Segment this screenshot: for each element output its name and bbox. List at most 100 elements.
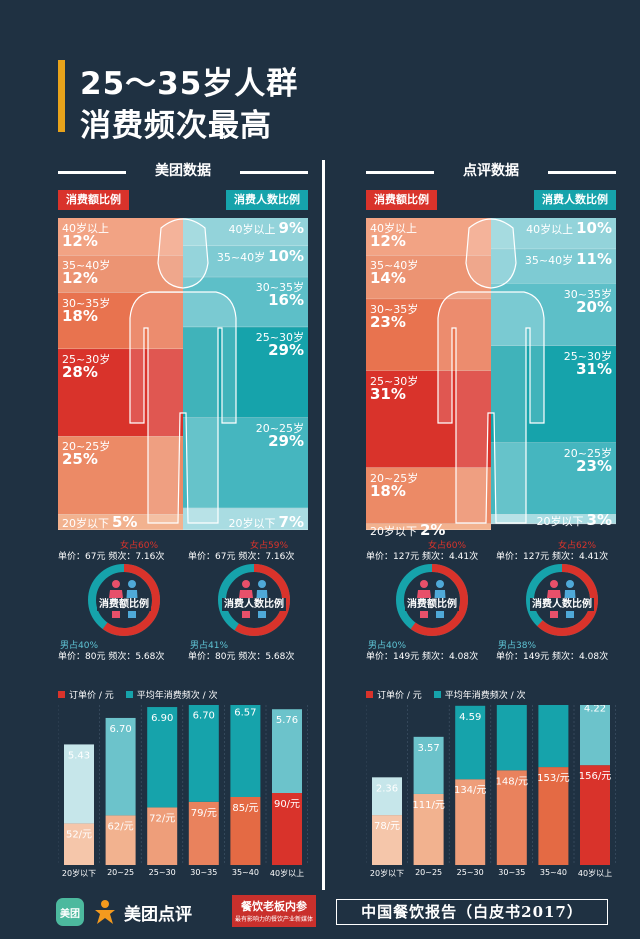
dianping-person-icon [95,900,115,924]
age-label: 30~35岁 [62,296,111,310]
meituan-logo: 美团 [56,897,84,927]
consume-value: 18% [62,306,98,325]
price-label: 52/元 [66,829,92,840]
category-label: 20岁以下 [61,869,97,878]
consume-seg-3 [58,349,183,437]
freq-bar [496,690,527,771]
price-label: 79/元 [191,808,217,819]
male-detail: 单价：80元 频次：5.68次 [58,652,165,662]
badge-subtitle: 最有影响力的餐饮产业新媒体 [234,916,313,923]
age-label: 20岁以下 [370,524,417,538]
person-body [129,291,237,524]
ring-caption: 消费额比例 [86,595,162,611]
legend-label-freq: 平均年消费频次 / 次 [136,691,218,701]
legend-swatch-freq [433,691,441,698]
consume-seg-label: 20岁以下 5% [62,515,137,531]
header-line-left [58,171,126,174]
freq-bar [580,697,610,766]
age-stack-svg [366,218,616,531]
category-label: 25~30 [456,868,484,877]
age-label: 20~25岁 [255,421,304,435]
gender-ring: 消费额比例 [86,562,162,638]
people-seg-3 [183,327,308,418]
consume-value: 12% [370,232,406,250]
freq-bar [105,717,136,816]
price-label: 153/元 [537,773,569,784]
legend-label-price: 订单价 / 元 [377,691,422,701]
male-detail: 单价：149元 频次：4.08次 [496,652,609,662]
people-seg-3 [491,345,616,443]
meituan-square-logo: 美团 [56,898,84,926]
page-title-line1: 25～35岁人群 [80,66,299,102]
female-arc [526,564,598,636]
age-label: 40岁以上 [526,223,574,236]
dianping-name: 美团点评 [124,904,192,925]
price-bar [64,823,94,865]
ring-caption: 消费人数比例 [216,595,292,611]
chart-legend: 订单价 / 元 平均年消费频次 / 次 [58,688,218,701]
freq-bar [230,701,261,797]
people-seg-1 [183,246,308,278]
consume-value: 12% [62,232,98,250]
ring-caption-text: 消费额比例 [405,598,459,611]
people-seg-label: 30~35岁 16% [256,281,304,308]
title-accent-bar [58,60,65,132]
age-label: 20岁以下 [62,517,109,530]
people-seg-2 [491,283,616,346]
price-bar [538,767,569,865]
consume-seg-0 [58,218,183,256]
price-label: 78/元 [374,821,400,832]
people-seg-4 [491,442,616,515]
consume-seg-2 [58,292,183,350]
consume-value: 25% [62,450,98,469]
freq-bar [188,704,219,802]
gender-ring: 消费人数比例 [216,562,292,638]
female-detail: 单价：127元 频次：4.41次 [496,552,609,562]
people-seg-label: 40岁以上 10% [526,221,612,237]
freq-bar [538,689,569,768]
header-line-left [366,171,434,174]
age-stack [58,218,308,531]
price-bar [496,770,527,865]
category-label: 25~30 [148,868,176,877]
chart-legend: 订单价 / 元 平均年消费频次 / 次 [366,688,526,701]
consume-seg-1 [58,255,183,293]
age-label: 35~40岁 [62,259,111,273]
people-seg-label: 20~25岁 29% [255,421,304,449]
ring-caption-text: 消费额比例 [97,598,151,611]
freq-label: 5.00 [501,705,523,707]
people-ratio-tag: 消费人数比例 [226,190,308,210]
age-label: 35~40岁 [524,254,574,268]
legend-swatch-price [366,691,373,698]
male-detail: 单价：80元 频次：5.68次 [188,652,295,662]
category-label: 35~40 [231,868,259,877]
consume-value: 18% [370,481,406,500]
consume-seg-4 [58,436,183,515]
freq-bar [64,744,94,824]
category-label: 20~25 [415,868,443,877]
age-label: 35~40岁 [370,259,419,273]
category-label: 20~25 [107,868,135,877]
people-seg-0 [183,218,308,247]
age-label: 20岁以下 [228,517,276,530]
consume-seg-5 [366,523,491,530]
people-seg-label: 20岁以下 3% [537,513,612,529]
freq-label: 4.83 [542,705,564,707]
price-label: 134/元 [454,785,486,796]
price-bar [105,815,136,865]
price-label: 156/元 [579,771,611,782]
price-bar [230,797,261,865]
freq-bar [372,777,402,816]
male-share: 男占41% [190,641,229,651]
age-label: 40岁以上 [62,222,109,235]
people-seg-label: 25~30岁 29% [256,331,304,358]
page-title-line2: 消费频次最高 [80,108,272,144]
price-label: 111/元 [412,800,444,811]
consume-seg-2 [366,299,491,371]
consume-seg-5 [58,514,183,530]
consume-value: 2% [420,520,446,539]
price-label: 85/元 [232,803,258,814]
bar-chart: 78/元 2.36 111/元 3.57 134/元 4.59 148/元 5.00 153/元… [365,689,616,865]
ring-caption-text: 消费人数比例 [530,598,594,611]
gender-ring: 消费额比例 [394,562,470,638]
